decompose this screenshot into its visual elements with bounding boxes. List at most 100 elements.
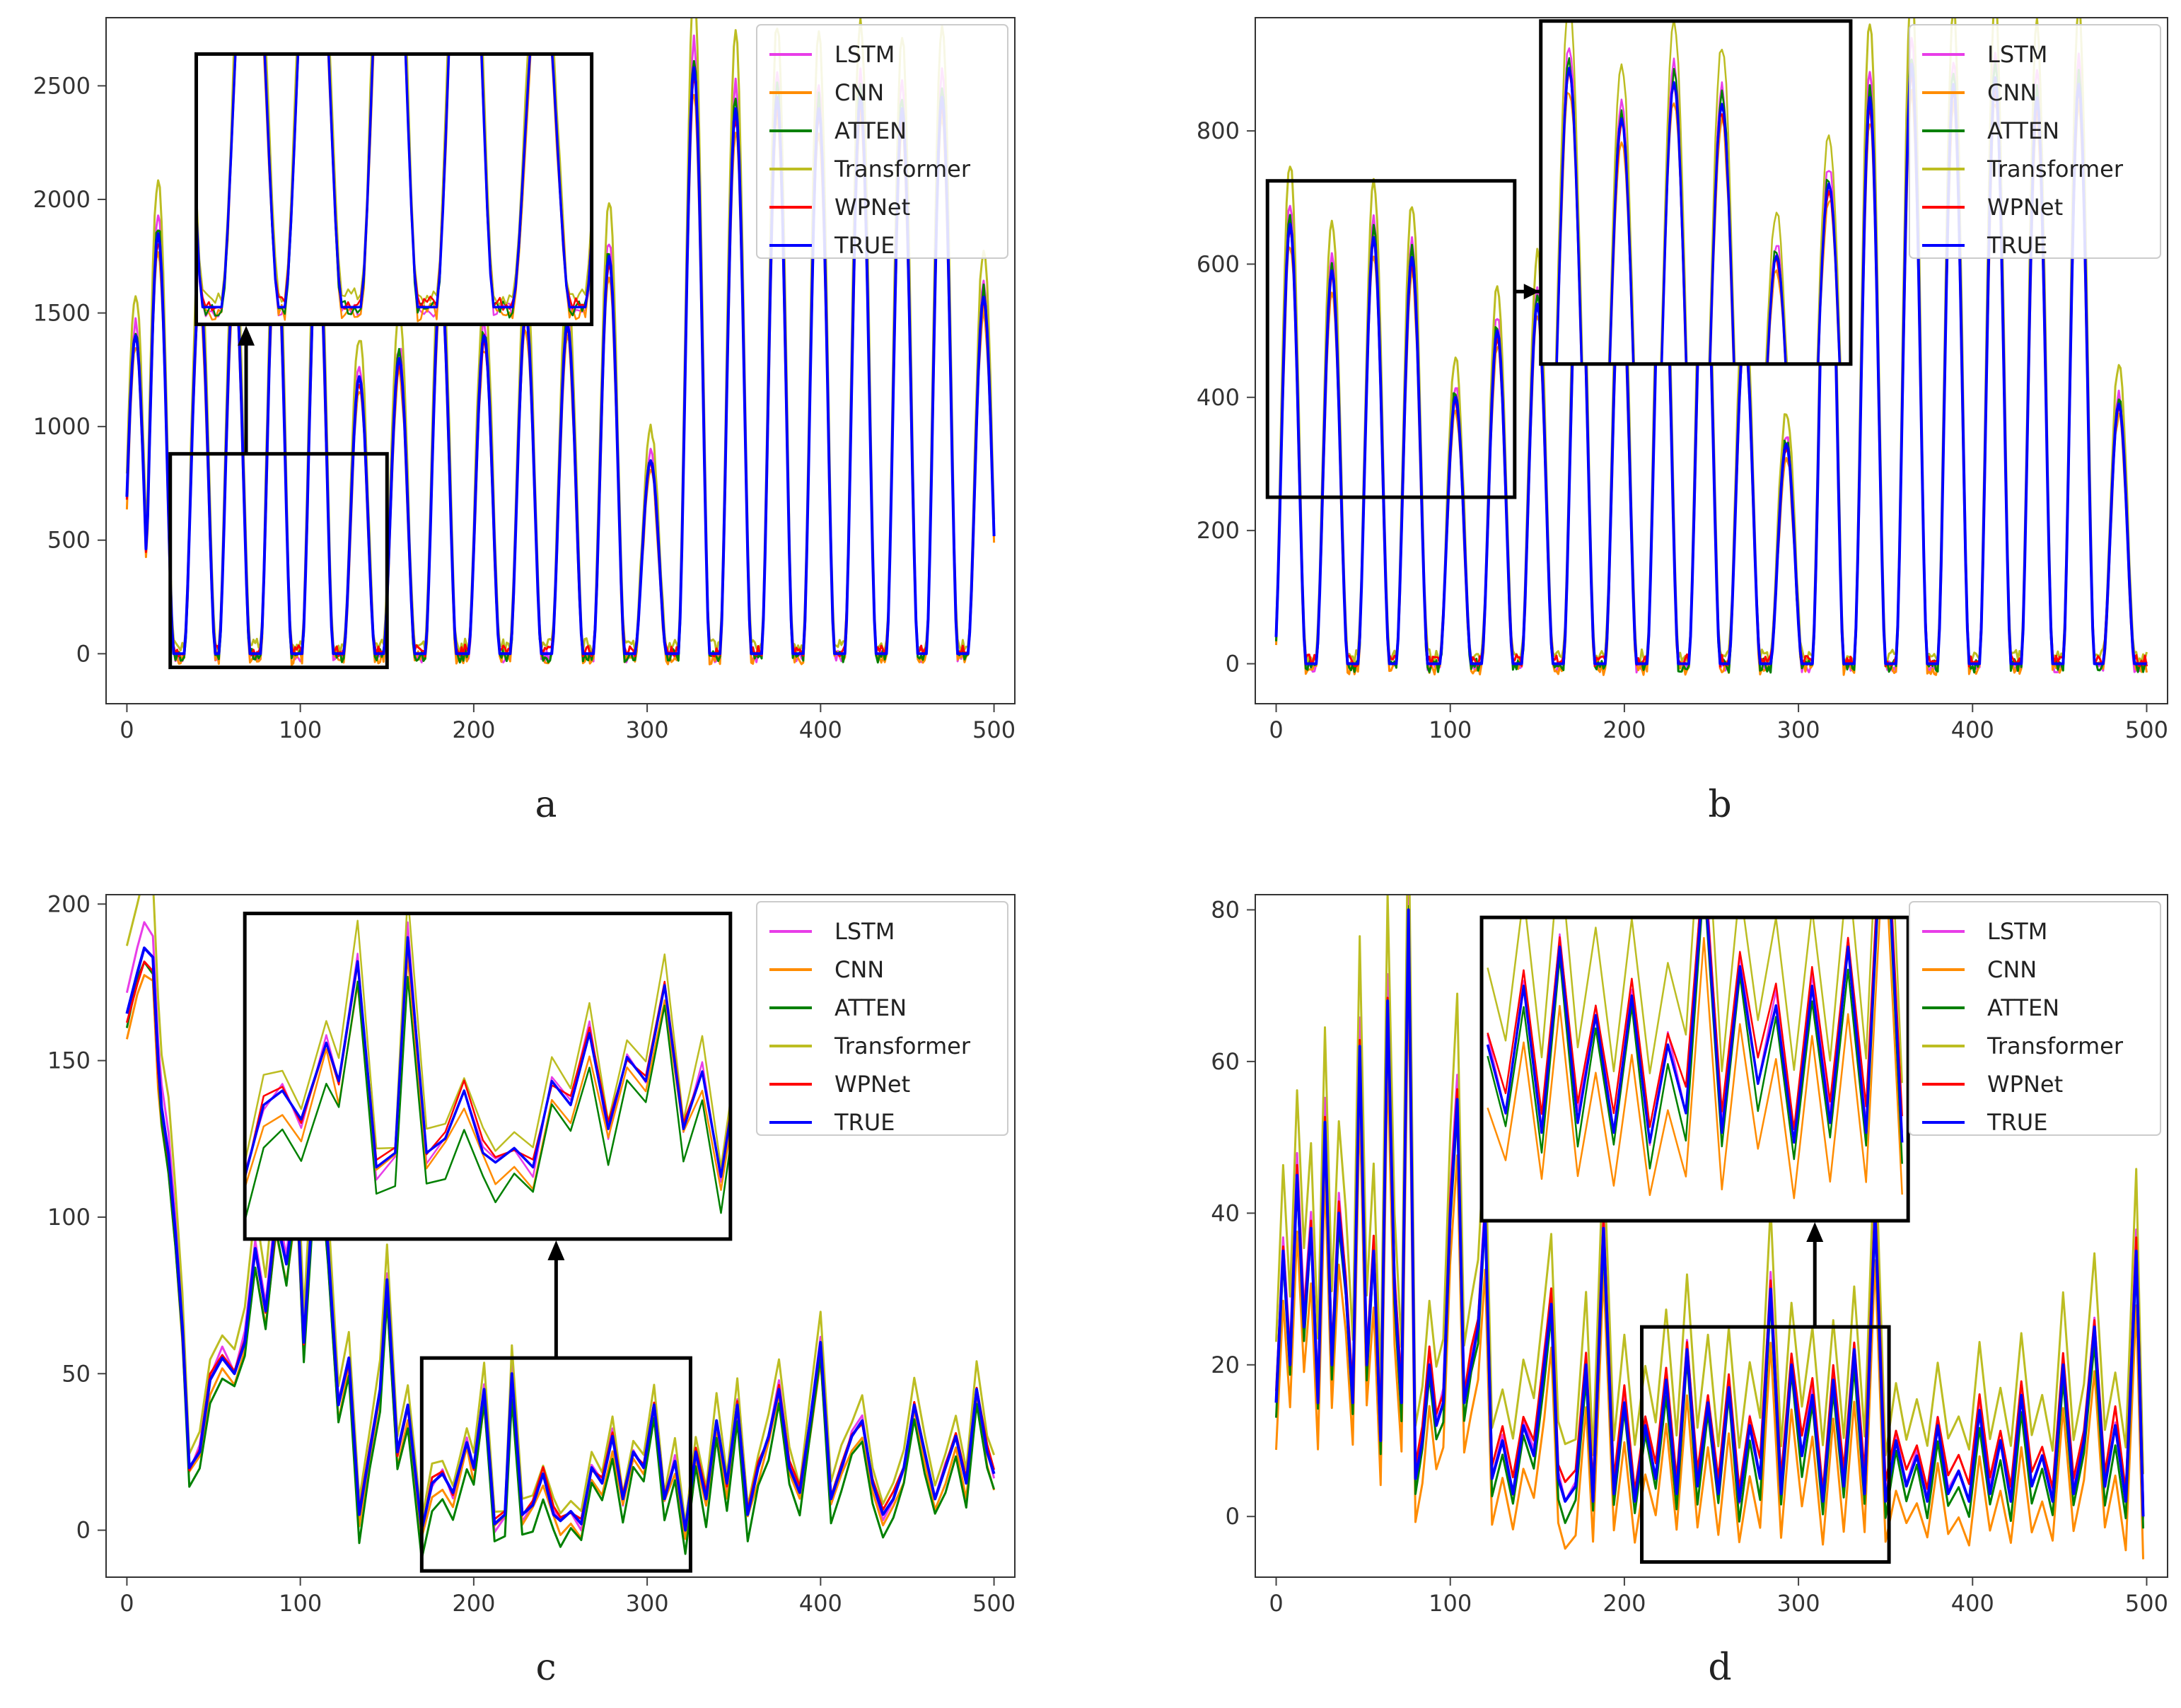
legend <box>1909 901 2161 1136</box>
x-tick-label: 300 <box>1777 716 1820 743</box>
zoom-region-box <box>1640 1325 1891 1564</box>
y-tick-label: 40 <box>1211 1199 1240 1226</box>
x-tick-label: 400 <box>799 1590 842 1617</box>
y-tick-label: 1500 <box>33 300 91 327</box>
legend <box>1909 24 2161 259</box>
legend-label-cnn: CNN <box>1987 79 2037 106</box>
y-tick-label: 0 <box>1226 1503 1240 1530</box>
zoom-arrow-head <box>1523 284 1540 300</box>
panel-label-d: d <box>1708 1646 1731 1689</box>
chart-panel-b: 0 100 200 300 400 500 0 200 400 600 800 LSTM CNN ATTE… <box>1197 17 2168 743</box>
axes-frame <box>105 894 1016 1578</box>
legend-label-wpnet: WPNet <box>1987 194 2063 221</box>
chart-panel-a: 0 100 200 300 400 500 0 500 1000 1500 2000 2500 LSTM… <box>33 17 1016 743</box>
y-tick-label: 80 <box>1211 896 1240 923</box>
inset-background <box>1540 21 1851 364</box>
inset-box <box>243 912 733 1241</box>
x-tick-label: 0 <box>1269 716 1283 743</box>
x-tick-label: 500 <box>972 1590 1016 1617</box>
inset-series-line-transformer <box>1487 917 1903 1084</box>
legend <box>756 24 1008 259</box>
legend-label-transformer: Transformer <box>1987 156 2124 182</box>
x-tick-label: 500 <box>2125 1590 2168 1617</box>
legend-label-wpnet: WPNet <box>834 194 910 221</box>
x-tick-label: 100 <box>279 1590 322 1617</box>
legend-label-transformer: Transformer <box>834 1033 971 1059</box>
x-tick-label: 500 <box>972 716 1016 743</box>
zoom-arrow-head <box>547 1240 565 1260</box>
y-tick-label: 500 <box>47 527 91 554</box>
inset-background <box>196 54 592 325</box>
inset-box <box>1479 915 1910 1223</box>
inset-series-line-true <box>1486 917 1904 1144</box>
inset-box <box>1539 19 1853 366</box>
zoom-region-box <box>1265 179 1517 499</box>
zoom-arrow-head <box>238 325 255 346</box>
y-tick-label: 0 <box>76 1517 91 1544</box>
x-tick-label: 200 <box>452 716 495 743</box>
y-tick-label: 800 <box>1197 117 1240 144</box>
panel-label-b: b <box>1708 784 1731 826</box>
x-tick-label: 200 <box>452 1590 495 1617</box>
legend-label-atten: ATTEN <box>834 117 907 144</box>
x-tick-label: 0 <box>120 716 134 743</box>
inset-series-line-true <box>245 936 731 1178</box>
x-tick-label: 0 <box>120 1590 134 1617</box>
inset-series-line-atten <box>245 975 731 1221</box>
legend-label-lstm: LSTM <box>1987 41 2047 68</box>
y-tick-label: 400 <box>1197 384 1240 411</box>
legend-label-lstm: LSTM <box>1987 918 2047 945</box>
legend-label-transformer: Transformer <box>1987 1033 2124 1059</box>
zoom-region-box <box>168 452 389 670</box>
x-tick-label: 100 <box>1429 1590 1472 1617</box>
axes-frame <box>105 17 1016 704</box>
x-tick-label: 400 <box>1951 1590 1994 1617</box>
series-line-atten <box>125 960 996 1560</box>
chart-panel-c: 0 100 200 300 400 500 0 50 100 150 200 LSTM CNN ATTEN… <box>47 890 1016 1617</box>
legend-label-lstm: LSTM <box>834 41 895 68</box>
series-line-transformer <box>1275 895 2144 1475</box>
legend-label-true: TRUE <box>1987 1109 2047 1136</box>
panel-label-c: c <box>535 1646 556 1689</box>
series-line-true <box>1274 908 2145 1517</box>
x-tick-label: 500 <box>2125 716 2168 743</box>
series-line-transformer <box>125 895 996 1526</box>
y-tick-label: 100 <box>47 1204 91 1231</box>
y-tick-label: 20 <box>1211 1352 1240 1378</box>
x-tick-label: 300 <box>626 1590 669 1617</box>
series-line-true <box>125 946 996 1532</box>
legend-label-atten: ATTEN <box>1987 117 2059 144</box>
x-tick-label: 200 <box>1603 716 1646 743</box>
y-tick-label: 150 <box>47 1047 91 1074</box>
legend-label-wpnet: WPNet <box>834 1071 910 1098</box>
y-tick-label: 2000 <box>33 186 91 213</box>
inset-series-line-cnn <box>245 955 731 1191</box>
y-tick-label: 0 <box>76 640 91 667</box>
y-tick-label: 2500 <box>33 72 91 99</box>
x-tick-label: 400 <box>799 716 842 743</box>
y-tick-label: 200 <box>1197 517 1240 544</box>
y-tick-label: 60 <box>1211 1048 1240 1075</box>
x-tick-label: 100 <box>279 716 322 743</box>
legend-label-true: TRUE <box>1987 232 2047 259</box>
panel-label-a: a <box>535 784 557 826</box>
legend <box>756 901 1008 1136</box>
x-tick-label: 300 <box>1777 1590 1820 1617</box>
x-tick-label: 100 <box>1429 716 1472 743</box>
legend-label-atten: ATTEN <box>834 994 907 1021</box>
x-tick-label: 300 <box>626 716 669 743</box>
x-tick-label: 200 <box>1603 1590 1646 1617</box>
y-tick-label: 600 <box>1197 250 1240 277</box>
legend-label-wpnet: WPNet <box>1987 1071 2063 1098</box>
legend-label-atten: ATTEN <box>1987 994 2059 1021</box>
y-tick-label: 0 <box>1226 650 1240 677</box>
legend-label-cnn: CNN <box>1987 956 2037 983</box>
x-tick-label: 0 <box>1269 1590 1283 1617</box>
inset-series-line-transformer <box>245 913 731 1168</box>
zoom-arrow-head <box>1806 1222 1824 1243</box>
x-tick-label: 400 <box>1951 716 1994 743</box>
y-tick-label: 200 <box>47 890 91 917</box>
y-tick-label: 50 <box>62 1360 91 1387</box>
legend-label-true: TRUE <box>834 1109 895 1136</box>
